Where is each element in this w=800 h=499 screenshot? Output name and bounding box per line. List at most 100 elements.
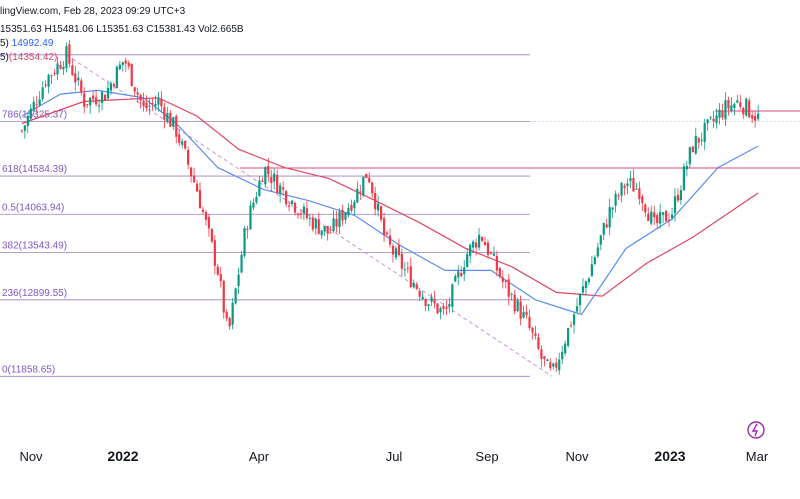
candle <box>685 160 688 177</box>
resistance-lines <box>240 110 800 169</box>
candle <box>439 306 442 320</box>
candle <box>89 96 92 114</box>
candle <box>751 110 754 124</box>
candle <box>522 305 525 319</box>
candle <box>667 213 671 227</box>
candle <box>287 201 291 212</box>
candle <box>204 209 208 226</box>
candle <box>486 239 490 259</box>
candle <box>400 248 403 277</box>
candle <box>403 262 406 277</box>
candle <box>347 203 350 218</box>
candle <box>374 186 377 216</box>
candle <box>127 60 130 70</box>
candle <box>653 206 656 226</box>
candle <box>326 225 329 241</box>
ohlc-readout: 15351.63 H15481.06 L15351.63 C15381.43 V… <box>0 24 244 35</box>
candle <box>26 113 29 133</box>
candle <box>614 190 617 213</box>
candle <box>228 316 231 330</box>
candle <box>290 199 294 208</box>
candle <box>41 81 44 102</box>
candle <box>745 97 748 117</box>
candle <box>80 77 83 96</box>
candle <box>748 97 751 118</box>
candle <box>246 225 249 239</box>
candle <box>626 178 629 195</box>
candle <box>314 217 317 235</box>
candle <box>130 63 133 87</box>
candle <box>184 140 187 150</box>
candle <box>368 172 371 184</box>
candle <box>581 278 585 296</box>
candle <box>635 182 638 190</box>
candle <box>480 236 484 243</box>
candle <box>136 87 139 103</box>
candle <box>225 308 228 322</box>
candle <box>195 180 199 192</box>
candle <box>74 65 77 92</box>
candle <box>754 110 757 128</box>
candle <box>427 303 430 312</box>
candle <box>572 311 576 334</box>
candle <box>118 61 121 71</box>
candle <box>510 292 513 301</box>
candle <box>270 169 273 192</box>
candle <box>210 228 213 244</box>
candle <box>472 239 475 254</box>
candle <box>706 119 709 131</box>
candle <box>71 58 74 77</box>
candle <box>243 225 246 258</box>
candle <box>739 94 742 110</box>
x-tick-label: 2022 <box>107 448 138 464</box>
candle <box>198 182 202 209</box>
candle <box>50 74 53 85</box>
candle <box>264 166 267 188</box>
candle <box>602 222 605 241</box>
candle <box>151 97 154 111</box>
x-axis: Nov 2022 Apr Jul Sep Nov 2023 Mar <box>19 448 768 464</box>
candle <box>97 99 101 113</box>
trend-line <box>66 54 553 377</box>
x-tick-label: Apr <box>249 449 270 464</box>
candle <box>531 326 534 340</box>
candle <box>575 298 579 313</box>
candle <box>47 73 50 94</box>
candle <box>587 276 591 286</box>
candle <box>20 129 23 134</box>
candle <box>133 87 136 98</box>
candle <box>703 118 706 150</box>
candle <box>356 181 359 204</box>
candle <box>590 255 593 277</box>
candle <box>154 95 157 111</box>
candle <box>474 238 478 256</box>
candle <box>219 267 222 288</box>
candle <box>187 146 190 170</box>
candle <box>305 201 308 221</box>
candle <box>237 267 240 295</box>
tradingview-logo-icon[interactable] <box>747 421 765 439</box>
candle <box>700 132 703 146</box>
candle <box>299 209 303 220</box>
candle <box>641 194 644 211</box>
candle <box>100 90 104 111</box>
candle <box>513 289 516 315</box>
candle <box>406 261 409 274</box>
candle <box>460 265 463 278</box>
candle <box>483 236 487 246</box>
ma-red-line <box>21 97 759 297</box>
candle <box>567 327 570 348</box>
candle <box>418 288 421 302</box>
candle <box>442 302 445 315</box>
candle <box>656 212 659 229</box>
candle <box>279 182 282 203</box>
candle <box>584 280 588 296</box>
candle <box>445 299 448 316</box>
candle <box>240 250 243 274</box>
candle <box>623 183 626 196</box>
candle <box>341 204 344 226</box>
ma2-prefix: 5) <box>0 52 9 63</box>
candle <box>605 218 608 229</box>
candle <box>394 245 398 261</box>
